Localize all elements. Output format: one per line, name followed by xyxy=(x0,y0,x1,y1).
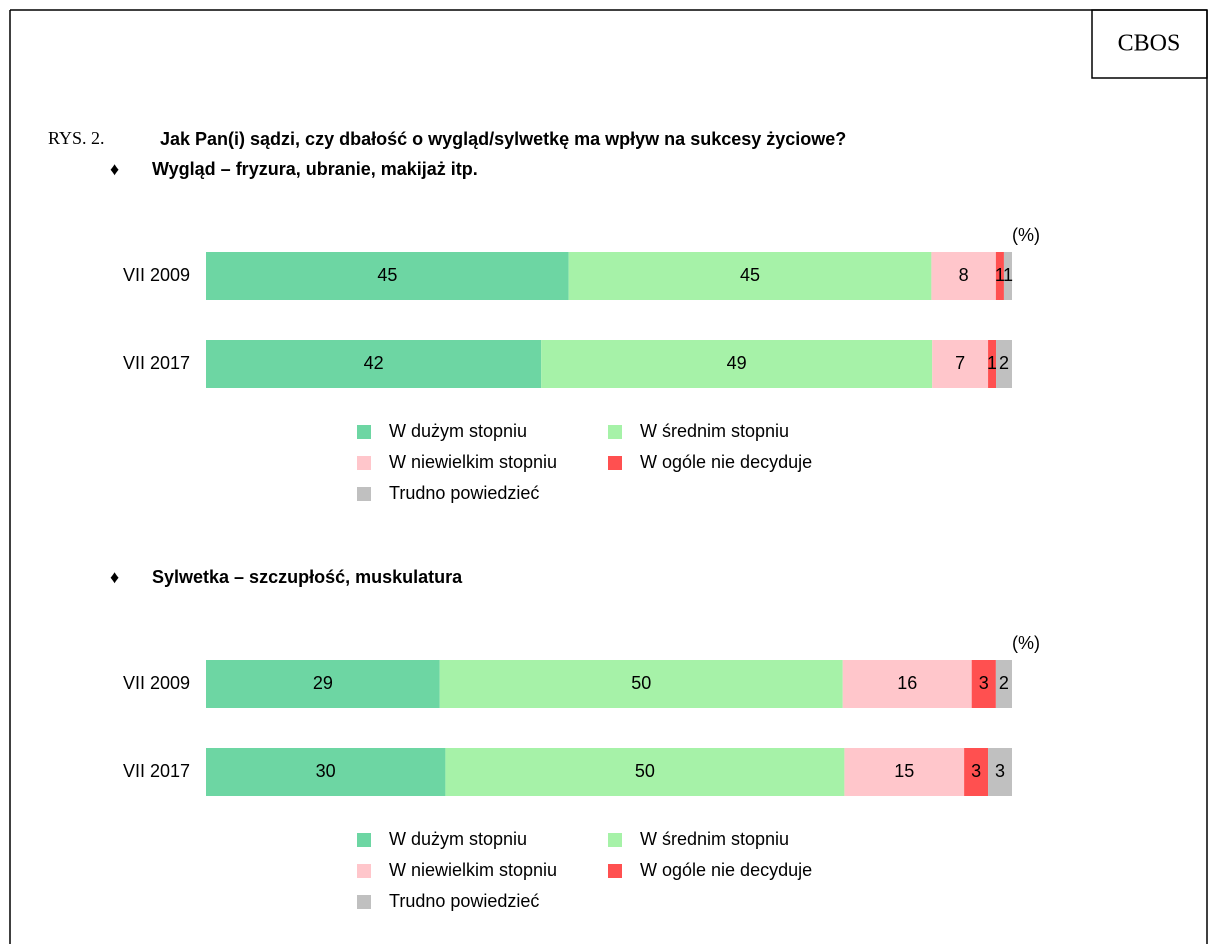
legend-swatch xyxy=(357,864,371,878)
value-label: 45 xyxy=(740,265,760,285)
legend-label: W ogóle nie decyduje xyxy=(640,452,812,472)
legend-label: W ogóle nie decyduje xyxy=(640,860,812,880)
legend-swatch xyxy=(608,456,622,470)
unit-label: (%) xyxy=(1012,225,1040,245)
bar-segment xyxy=(439,660,843,708)
chart-title: Wygląd – fryzura, ubranie, makijaż itp. xyxy=(152,159,478,179)
bar-segment xyxy=(1003,252,1012,300)
value-label: 50 xyxy=(635,761,655,781)
legend-label: W średnim stopniu xyxy=(640,829,789,849)
chart-title: Sylwetka – szczupłość, muskulatura xyxy=(152,567,463,587)
legend-label: Trudno powiedzieć xyxy=(389,891,539,911)
bar-segment xyxy=(206,340,542,388)
legend-label: W dużym stopniu xyxy=(389,421,527,441)
legend-label: W niewielkim stopniu xyxy=(389,860,557,880)
bar-segment xyxy=(844,748,965,796)
value-label: 3 xyxy=(979,673,989,693)
bar-segment xyxy=(445,748,845,796)
bar-segment xyxy=(568,252,932,300)
value-label: 7 xyxy=(955,353,965,373)
legend-swatch xyxy=(357,833,371,847)
legend-label: Trudno powiedzieć xyxy=(389,483,539,503)
legend-label: W średnim stopniu xyxy=(640,421,789,441)
value-label: 49 xyxy=(727,353,747,373)
bar-segment xyxy=(206,660,440,708)
bar-segment xyxy=(842,660,972,708)
legend-swatch xyxy=(608,833,622,847)
bullet: ♦ xyxy=(110,567,119,587)
value-label: 16 xyxy=(897,673,917,693)
value-label: 45 xyxy=(377,265,397,285)
bar-segment xyxy=(971,660,996,708)
value-label: 3 xyxy=(971,761,981,781)
legend-swatch xyxy=(608,864,622,878)
logo-box xyxy=(1091,9,1208,79)
legend-label: W dużym stopniu xyxy=(389,829,527,849)
bar-segment xyxy=(988,340,997,388)
figure-title: Jak Pan(i) sądzi, czy dbałość o wygląd/s… xyxy=(160,129,846,149)
figure-label: RYS. 2. xyxy=(48,128,105,148)
legend-swatch xyxy=(357,425,371,439)
value-label: 30 xyxy=(316,761,336,781)
bar-segment xyxy=(988,748,1012,796)
category-label: VII 2009 xyxy=(123,673,190,693)
logo: CBOS xyxy=(1118,31,1181,57)
legend-swatch xyxy=(357,487,371,501)
bar-segment xyxy=(541,340,933,388)
value-label: 2 xyxy=(999,353,1009,373)
value-label: 15 xyxy=(894,761,914,781)
bar-segment xyxy=(995,252,1004,300)
value-label: 3 xyxy=(995,761,1005,781)
legend-swatch xyxy=(357,895,371,909)
value-label: 1 xyxy=(987,353,997,373)
value-label: 2 xyxy=(999,673,1009,693)
legend-swatch xyxy=(608,425,622,439)
value-label: 29 xyxy=(313,673,333,693)
category-label: VII 2017 xyxy=(123,353,190,373)
bullet: ♦ xyxy=(110,159,119,179)
legend-swatch xyxy=(357,456,371,470)
value-label: 1 xyxy=(1003,265,1013,285)
value-label: 1 xyxy=(995,265,1005,285)
bar-segment xyxy=(931,252,996,300)
unit-label: (%) xyxy=(1012,633,1040,653)
value-label: 8 xyxy=(959,265,969,285)
category-label: VII 2009 xyxy=(123,265,190,285)
bar-segment xyxy=(995,660,1012,708)
bar-segment xyxy=(932,340,989,388)
value-label: 42 xyxy=(364,353,384,373)
bar-segment xyxy=(206,252,569,300)
bar-segment xyxy=(964,748,989,796)
legend-label: W niewielkim stopniu xyxy=(389,452,557,472)
value-label: 50 xyxy=(631,673,651,693)
bar-segment xyxy=(206,748,446,796)
category-label: VII 2017 xyxy=(123,761,190,781)
bar-segment xyxy=(996,340,1012,388)
